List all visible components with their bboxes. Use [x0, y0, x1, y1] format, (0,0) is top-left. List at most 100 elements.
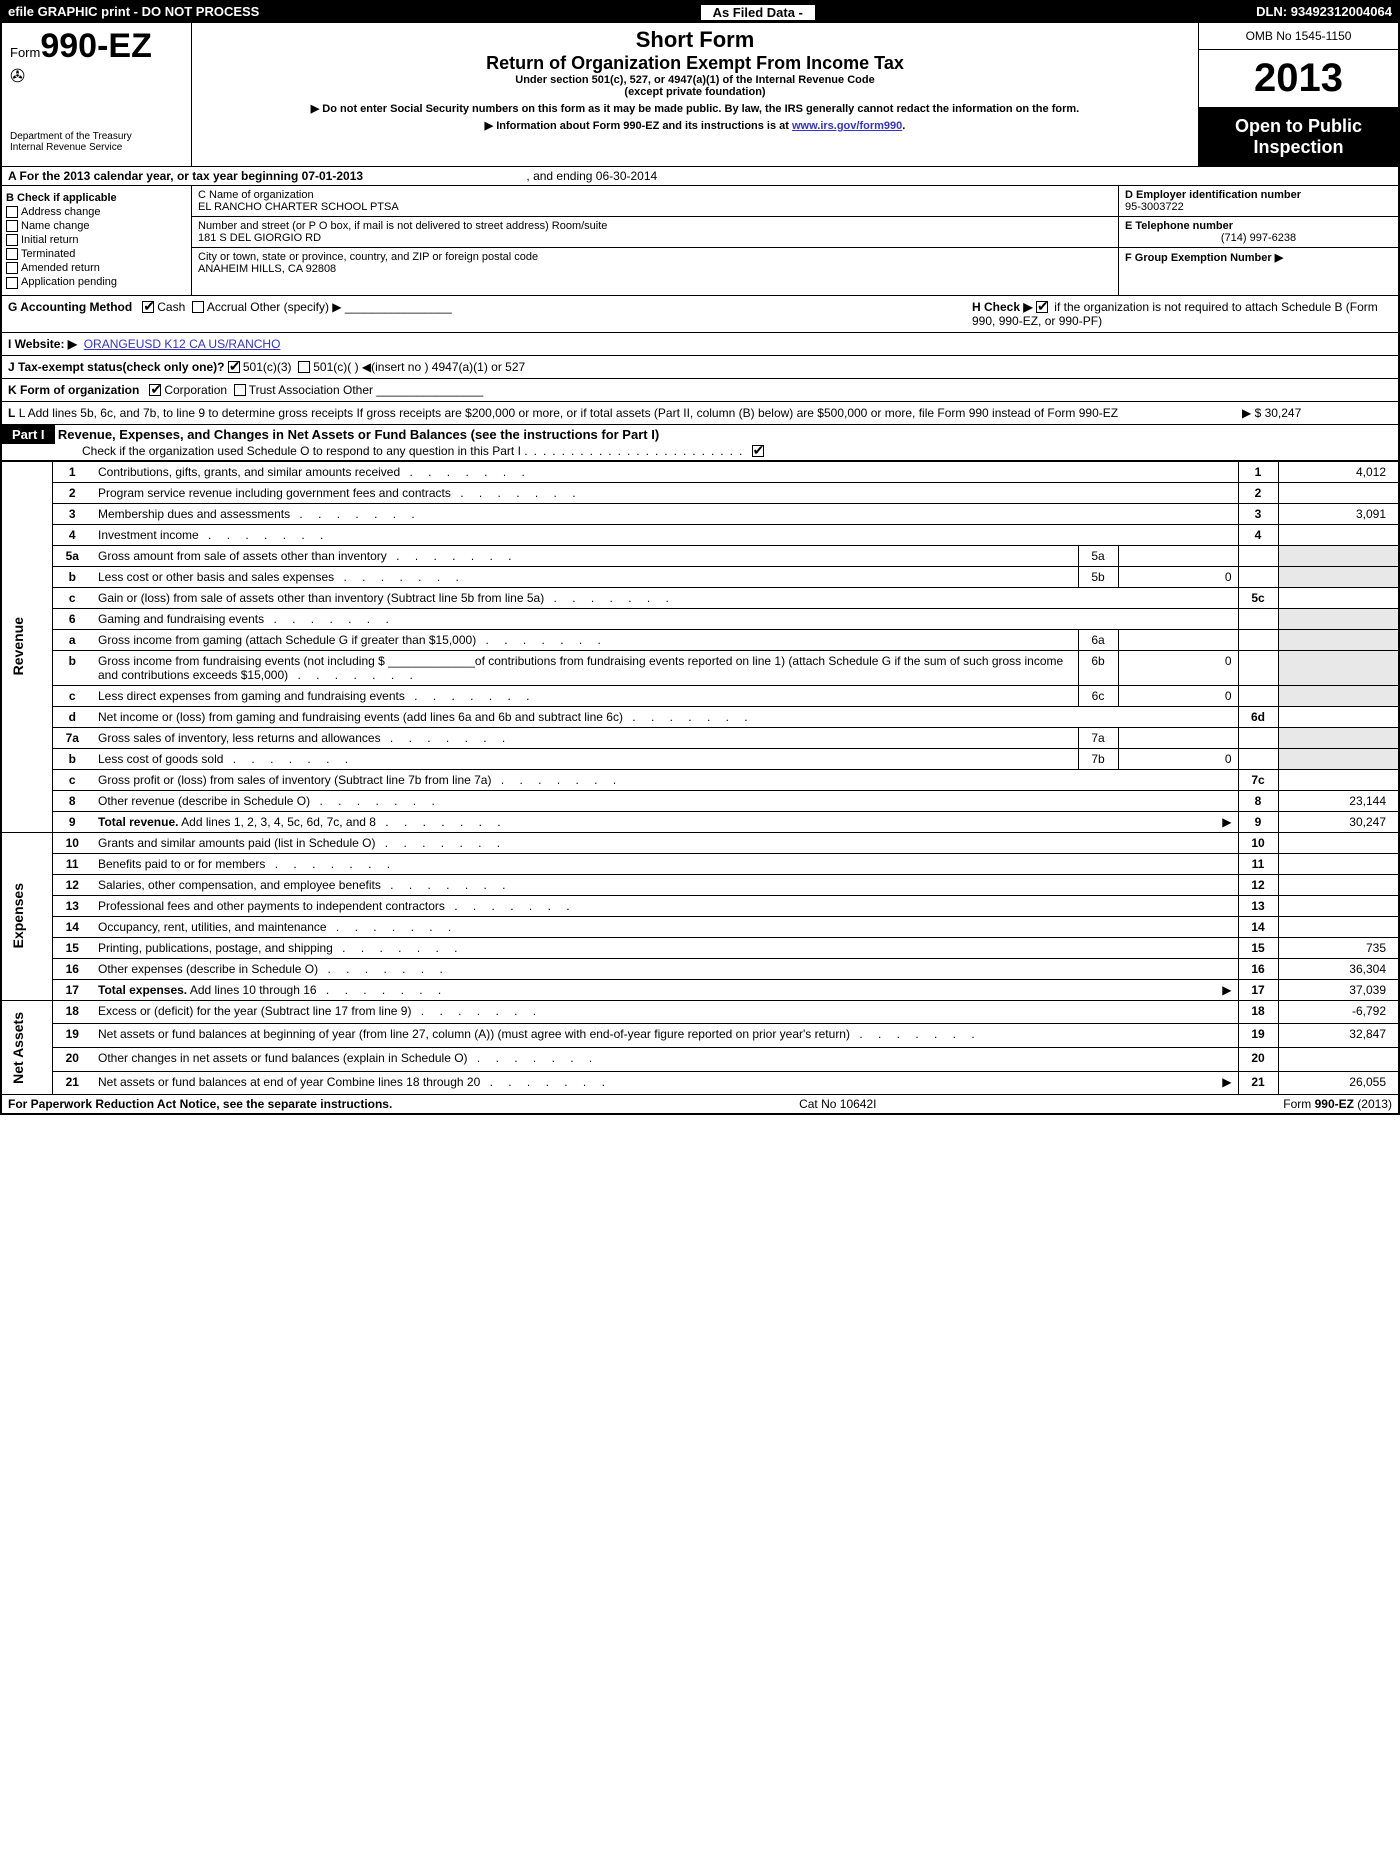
inner-box-label: 6a: [1078, 629, 1118, 650]
cat-no: Cat No 10642I: [799, 1097, 876, 1111]
table-row: Expenses10Grants and similar amounts pai…: [2, 832, 1398, 853]
line-description: Printing, publications, postage, and shi…: [92, 937, 1238, 958]
check-h[interactable]: [1036, 301, 1048, 313]
table-row: 2Program service revenue including gover…: [2, 482, 1398, 503]
line-number: 6: [52, 608, 92, 629]
check-address[interactable]: Address change: [6, 206, 187, 218]
table-row: 19Net assets or fund balances at beginni…: [2, 1024, 1398, 1048]
inner-amount: [1118, 629, 1238, 650]
table-row: 16Other expenses (describe in Schedule O…: [2, 958, 1398, 979]
table-row: 12Salaries, other compensation, and empl…: [2, 874, 1398, 895]
ein-cell: D Employer identification number 95-3003…: [1119, 186, 1398, 217]
subtitle: Return of Organization Exempt From Incom…: [202, 53, 1188, 74]
line-description: Net income or (loss) from gaming and fun…: [92, 706, 1238, 727]
amount: [1278, 916, 1398, 937]
check-terminated[interactable]: Terminated: [6, 248, 187, 260]
under-section: Under section 501(c), 527, or 4947(a)(1)…: [202, 74, 1188, 86]
inner-amount: [1118, 545, 1238, 566]
check-initial[interactable]: Initial return: [6, 234, 187, 246]
amount: 32,847: [1278, 1024, 1398, 1048]
line-number: 17: [52, 979, 92, 1000]
inner-amount: 0: [1118, 748, 1238, 769]
line-number: 9: [52, 811, 92, 832]
table-row: cGain or (loss) from sale of assets othe…: [2, 587, 1398, 608]
box-label: 15: [1238, 937, 1278, 958]
amount: [1278, 895, 1398, 916]
check-pending[interactable]: Application pending: [6, 276, 187, 288]
row-a: A For the 2013 calendar year, or tax yea…: [2, 167, 1398, 186]
table-row: 7aGross sales of inventory, less returns…: [2, 727, 1398, 748]
amount: 30,247: [1278, 811, 1398, 832]
website-link[interactable]: ORANGEUSD K12 CA US/RANCHO: [84, 337, 281, 351]
amount-shaded: [1278, 685, 1398, 706]
form-prefix: Form: [10, 45, 40, 60]
line-number: 12: [52, 874, 92, 895]
footer: For Paperwork Reduction Act Notice, see …: [2, 1094, 1398, 1113]
table-row: 6Gaming and fundraising events . . . . .…: [2, 608, 1398, 629]
amount-shaded: [1278, 727, 1398, 748]
line-description: Salaries, other compensation, and employ…: [92, 874, 1238, 895]
table-row: 8Other revenue (describe in Schedule O) …: [2, 790, 1398, 811]
line-number: 3: [52, 503, 92, 524]
line-number: 4: [52, 524, 92, 545]
street-cell: Number and street (or P O box, if mail i…: [192, 217, 1118, 248]
line-number: 5a: [52, 545, 92, 566]
check-501c3[interactable]: [228, 361, 240, 373]
line-description: Other revenue (describe in Schedule O) .…: [92, 790, 1238, 811]
check-schedule-o[interactable]: [752, 445, 764, 457]
line-l: L L Add lines 5b, 6c, and 7b, to line 9 …: [2, 402, 1398, 425]
box-label: 16: [1238, 958, 1278, 979]
section-bcdef: B Check if applicable Address change Nam…: [2, 186, 1398, 296]
table-row: 15Printing, publications, postage, and s…: [2, 937, 1398, 958]
dept-treasury: Department of the Treasury: [10, 131, 183, 142]
irs-link[interactable]: www.irs.gov/form990: [792, 120, 902, 132]
col-c: C Name of organization EL RANCHO CHARTER…: [192, 186, 1118, 295]
amount: 4,012: [1278, 461, 1398, 482]
line-description: Gross sales of inventory, less returns a…: [92, 727, 1078, 748]
table-row: 11Benefits paid to or for members . . . …: [2, 853, 1398, 874]
line-number: 20: [52, 1048, 92, 1072]
inner-amount: 0: [1118, 685, 1238, 706]
amount: 23,144: [1278, 790, 1398, 811]
line-description: Less cost of goods sold . . . . . . .: [92, 748, 1078, 769]
line-number: 19: [52, 1024, 92, 1048]
line-number: b: [52, 748, 92, 769]
line-description: Gross amount from sale of assets other t…: [92, 545, 1078, 566]
amount: 37,039: [1278, 979, 1398, 1000]
line-description: Professional fees and other payments to …: [92, 895, 1238, 916]
line-gh: G Accounting Method Cash Accrual Other (…: [2, 296, 1398, 333]
as-filed-label: As Filed Data -: [700, 4, 816, 21]
check-cash[interactable]: [142, 301, 154, 313]
phone-cell: E Telephone number (714) 997-6238: [1119, 217, 1398, 248]
header-left: Form990-EZ ✇ Department of the Treasury …: [2, 23, 192, 166]
org-name-cell: C Name of organization EL RANCHO CHARTER…: [192, 186, 1118, 217]
amount: 36,304: [1278, 958, 1398, 979]
check-amended[interactable]: Amended return: [6, 262, 187, 274]
box-label: 4: [1238, 524, 1278, 545]
line-description: Program service revenue including govern…: [92, 482, 1238, 503]
note1: ▶ Do not enter Social Security numbers o…: [202, 102, 1188, 115]
box-shaded: [1238, 748, 1278, 769]
amount: [1278, 1048, 1398, 1072]
amount: [1278, 706, 1398, 727]
table-row: 20Other changes in net assets or fund ba…: [2, 1048, 1398, 1072]
amount: [1278, 832, 1398, 853]
check-corp[interactable]: [149, 384, 161, 396]
header: Form990-EZ ✇ Department of the Treasury …: [2, 23, 1398, 167]
line-description: Total expenses. Add lines 10 through 16 …: [92, 979, 1238, 1000]
amount: [1278, 482, 1398, 503]
inner-amount: 0: [1118, 566, 1238, 587]
paperwork-notice: For Paperwork Reduction Act Notice, see …: [8, 1097, 392, 1111]
table-row: 4Investment income . . . . . . .4: [2, 524, 1398, 545]
line-description: Membership dues and assessments . . . . …: [92, 503, 1238, 524]
gross-receipts: ▶ $ 30,247: [1242, 406, 1392, 420]
box-label: 5c: [1238, 587, 1278, 608]
part1-header: Part I Revenue, Expenses, and Changes in…: [2, 425, 1398, 461]
line-k: K Form of organization Corporation Trust…: [2, 379, 1398, 402]
check-accrual[interactable]: [192, 301, 204, 313]
check-name[interactable]: Name change: [6, 220, 187, 232]
table-row: 3Membership dues and assessments . . . .…: [2, 503, 1398, 524]
line-number: 14: [52, 916, 92, 937]
line-number: 11: [52, 853, 92, 874]
table-row: Net Assets18Excess or (deficit) for the …: [2, 1000, 1398, 1024]
